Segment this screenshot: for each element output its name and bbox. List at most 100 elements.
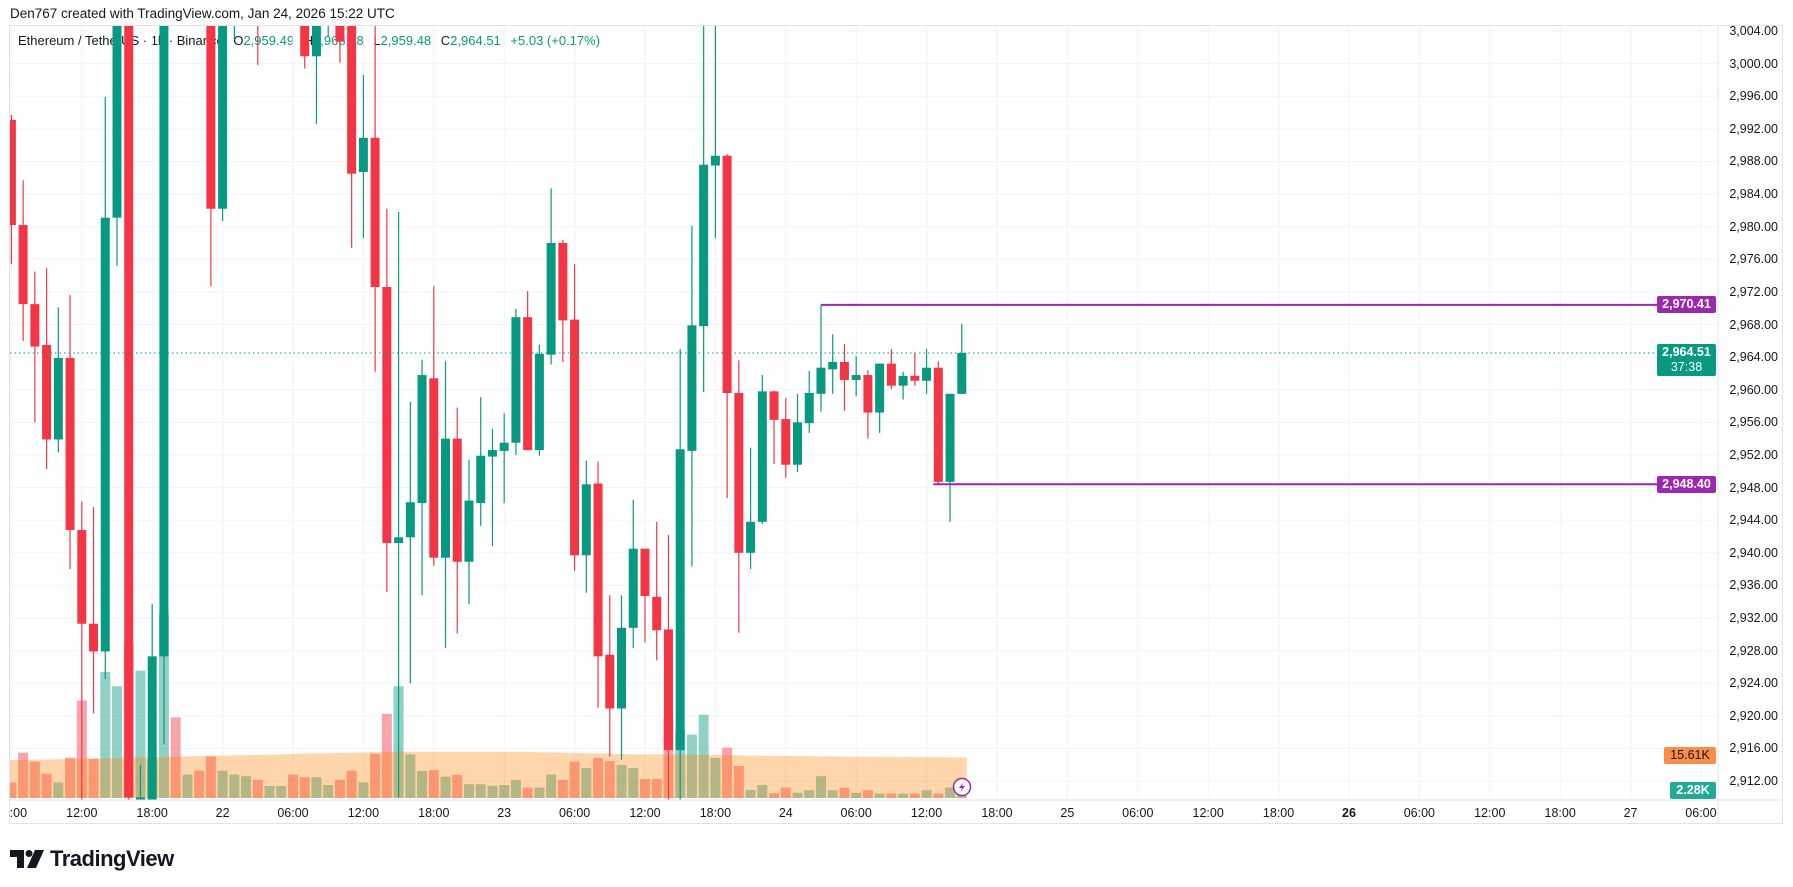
volume-bar (651, 779, 662, 798)
time-tick-label: 12:00 (1474, 806, 1506, 820)
price-tick-label: 2,976.00 (1729, 252, 1778, 267)
time-tick-label: 24 (778, 806, 793, 820)
candle (605, 595, 615, 757)
candle (781, 397, 791, 478)
candle-body (487, 450, 497, 457)
price-tick-label: 2,916.00 (1729, 741, 1778, 756)
candle-body (933, 367, 943, 482)
volume-bar (10, 782, 17, 798)
volume-bar (452, 774, 463, 798)
candle (347, 26, 357, 248)
alert-lightning-icon[interactable] (952, 777, 972, 797)
candle-body (910, 375, 920, 381)
volume-bar (780, 787, 791, 798)
candle-body (687, 325, 697, 451)
candle-body (922, 367, 932, 381)
volume-bar (194, 770, 205, 798)
volume-bar (815, 776, 826, 798)
volume-bar (487, 785, 498, 798)
volume-bar (745, 789, 756, 798)
candle (617, 595, 627, 760)
change-value: +5.03 (+0.17%) (510, 33, 601, 48)
candle-body (722, 155, 732, 393)
candle-body (30, 304, 40, 347)
chart-caption: Den767 created with TradingView.com, Jan… (10, 6, 395, 21)
candle-body (851, 375, 861, 380)
candle-body (159, 26, 169, 657)
volume-bar (229, 774, 240, 798)
candle-body (417, 375, 427, 504)
time-tick-label: 26 (1342, 806, 1356, 820)
volume-bar (510, 779, 521, 798)
candle (839, 344, 849, 411)
candle-body (300, 26, 310, 57)
open-value: 2,959.49 (243, 33, 295, 48)
candle-body (370, 137, 380, 288)
volume-bar (88, 759, 99, 798)
price-tick-label: 2,948.00 (1729, 480, 1778, 495)
candle (100, 97, 110, 680)
price-tick-label: 2,920.00 (1729, 708, 1778, 723)
candle (135, 764, 145, 800)
price-tick-label: 2,980.00 (1729, 219, 1778, 234)
candle (722, 154, 732, 499)
volume-tag: 2.28K (1670, 781, 1716, 799)
time-tick-label: 12:00 (910, 806, 943, 820)
candle-body (382, 287, 392, 544)
candle (476, 397, 486, 526)
volume-bar (276, 786, 287, 798)
volume-bar (252, 779, 263, 798)
tradingview-logo[interactable]: TradingView (10, 846, 174, 872)
volume-bar (287, 774, 298, 798)
time-tick-label: 18:00 (699, 806, 732, 820)
volume-bar (827, 790, 838, 798)
time-tick-label: 06:00 (277, 806, 309, 820)
candle-body (640, 548, 650, 597)
support-price-tag: 2,948.40 (1657, 475, 1716, 493)
candle-body (218, 26, 228, 209)
volume-bar (909, 793, 920, 798)
candle-body (394, 537, 404, 544)
candle-body (957, 352, 967, 394)
volume-ma-tag: 15.61K (1664, 746, 1716, 764)
volume-bar (639, 779, 650, 798)
price-tick-label: 2,952.00 (1729, 447, 1778, 462)
candle (710, 26, 720, 239)
candle-body (499, 442, 509, 451)
candle-body (77, 529, 87, 624)
candle-body (311, 26, 321, 57)
close-value: 2,964.51 (450, 33, 501, 48)
time-tick-label: 25 (1060, 806, 1075, 820)
price-tick-label: 2,960.00 (1729, 382, 1778, 397)
price-tick-label: 2,956.00 (1729, 415, 1778, 430)
volume-bar (334, 779, 345, 798)
price-tick-label: 2,912.00 (1729, 774, 1778, 789)
volume-bar (428, 770, 439, 798)
candle (816, 304, 826, 412)
price-tick-label: 2,992.00 (1729, 121, 1778, 136)
time-tick-label: 18:00 (1262, 806, 1295, 820)
time-tick-label: 12:00 (629, 806, 661, 820)
candle-body (828, 362, 838, 370)
candle (89, 507, 99, 714)
candle (124, 26, 134, 800)
candle (42, 268, 52, 469)
chart-frame (9, 25, 1783, 824)
volume-bar (593, 757, 604, 798)
candle-body (663, 629, 673, 751)
candle-body (53, 357, 63, 440)
volume-bar (522, 787, 533, 798)
candle (523, 291, 533, 451)
candle-body (875, 363, 885, 413)
price-tick-label: 2,972.00 (1729, 284, 1778, 299)
time-tick-label: 27 (1623, 806, 1638, 820)
candle-body (558, 242, 568, 321)
candle (417, 359, 427, 596)
candle-body (781, 419, 791, 465)
candle (828, 334, 838, 394)
close-label: C (440, 33, 451, 48)
volume-bar (569, 761, 580, 798)
time-tick-label: 23 (497, 806, 512, 820)
volume-bar (945, 787, 956, 798)
